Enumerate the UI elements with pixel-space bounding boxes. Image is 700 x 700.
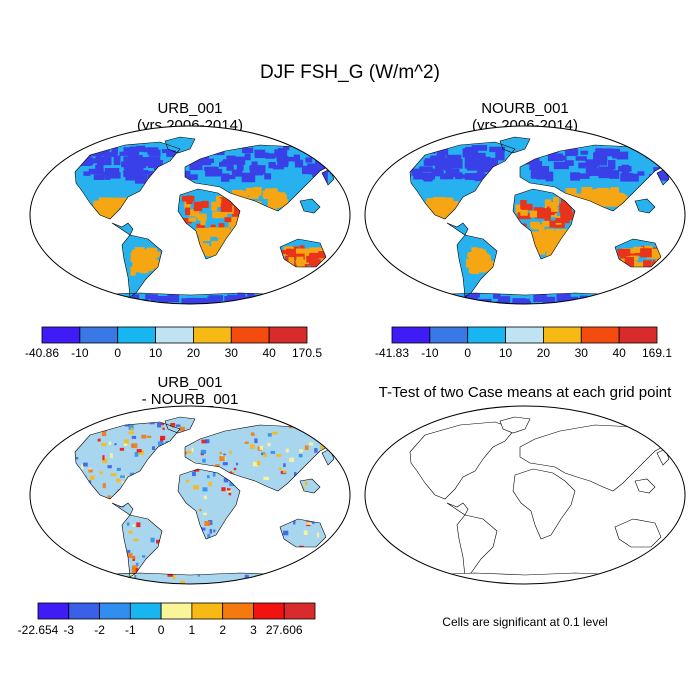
map-panel-3 (30, 406, 350, 584)
colorbar-3-tick-label: 1 (188, 623, 196, 637)
colorbar-3-tick-label: -3 (63, 623, 75, 637)
map-panel-4 (365, 406, 685, 584)
colorbar-3-labels: -22.654 -3 -2 -1 0 1 2 3 27.606 (0, 623, 700, 639)
colorbar-3-tick-label: 2 (219, 623, 226, 637)
colorbar-1-labels: -40.86 -10 0 10 20 30 40 170.5 (0, 346, 700, 362)
colorbar-3 (37, 602, 316, 620)
colorbar-3-swatch (222, 602, 254, 620)
map-border (29, 125, 351, 305)
colorbar-2-tick-label: -41.83 (374, 346, 410, 360)
colorbar-2-swatch (618, 326, 658, 344)
colorbar-2-tick-label: 20 (536, 346, 551, 360)
colorbar-2-swatch (580, 326, 620, 344)
panel-4-title: T-Test of two Case means at each grid po… (355, 384, 695, 401)
colorbar-1-swatch (79, 326, 119, 344)
colorbar-3-swatch (68, 602, 100, 620)
colorbar-2-tick-label: 10 (498, 346, 513, 360)
colorbar-2-swatch (429, 326, 469, 344)
colorbar-1-tick-label: 20 (186, 346, 201, 360)
panel-1-title-line1: URB_001 (157, 100, 223, 117)
colorbar-2-swatch (505, 326, 544, 344)
map-border (29, 405, 351, 585)
colorbar-1-tick-label: -40.86 (24, 346, 60, 360)
colorbar-3-swatch (37, 602, 70, 620)
panel-3-title-line2: - NOURB_001 (141, 391, 239, 408)
colorbar-2-tick-label: 40 (612, 346, 626, 360)
colorbar-2-swatch (391, 326, 431, 344)
colorbar-2-labels: -41.83 -10 0 10 20 30 40 169.1 (0, 346, 700, 362)
colorbar-1-swatch (268, 326, 308, 344)
colorbar-3-tick-label: 27.606 (265, 623, 303, 637)
colorbar-2-tick-label: -10 (421, 346, 439, 360)
colorbar-1-tick-label: 170.5 (291, 346, 323, 360)
panel-3-title-line1: URB_001 (157, 374, 223, 391)
colorbar-1-swatch (193, 326, 232, 344)
colorbar-1-tick-label: 30 (224, 346, 238, 360)
colorbar-3-swatch (191, 602, 224, 620)
colorbar-1-tick-label: 10 (148, 346, 163, 360)
colorbar-3-tick-label: -22.654 (17, 623, 59, 637)
significance-note: Cells are significant at 0.1 level (442, 615, 608, 629)
colorbar-2-tick-label: 30 (574, 346, 588, 360)
figure-title: DJF FSH_G (W/m^2) (260, 62, 440, 83)
panel-3-title: URB_001 - NOURB_001 (30, 374, 350, 408)
colorbar-1-swatch (41, 326, 81, 344)
colorbar-1-swatch (230, 326, 270, 344)
map-panel-1 (30, 126, 350, 304)
colorbar-3-swatch (283, 602, 316, 620)
colorbar-2 (391, 326, 658, 344)
colorbar-3-tick-label: 3 (250, 623, 257, 637)
colorbar-2-tick-label: 0 (464, 346, 472, 360)
colorbar-1 (41, 326, 308, 344)
colorbar-1-tick-label: -10 (71, 346, 89, 360)
panel-4-title-line1: T-Test of two Case means at each grid po… (378, 384, 672, 401)
colorbar-1-tick-label: 0 (114, 346, 122, 360)
colorbar-3-tick-label: -2 (94, 623, 105, 637)
colorbar-1-swatch (155, 326, 194, 344)
colorbar-3-swatch (99, 602, 131, 620)
colorbar-3-tick-label: 0 (157, 623, 165, 637)
colorbar-2-swatch (467, 326, 506, 344)
colorbar-3-swatch (253, 602, 285, 620)
map-panel-2 (365, 126, 685, 304)
colorbar-3-swatch (160, 602, 193, 620)
panel-2-title-line1: NOURB_001 (481, 100, 569, 117)
colorbar-2-tick-label: 169.1 (641, 346, 673, 360)
map-border (364, 405, 686, 585)
colorbar-1-swatch (117, 326, 156, 344)
colorbar-3-tick-label: -1 (124, 623, 136, 637)
colorbar-2-swatch (543, 326, 582, 344)
colorbar-1-tick-label: 40 (262, 346, 276, 360)
map-border (364, 125, 686, 305)
colorbar-3-swatch (129, 602, 162, 620)
